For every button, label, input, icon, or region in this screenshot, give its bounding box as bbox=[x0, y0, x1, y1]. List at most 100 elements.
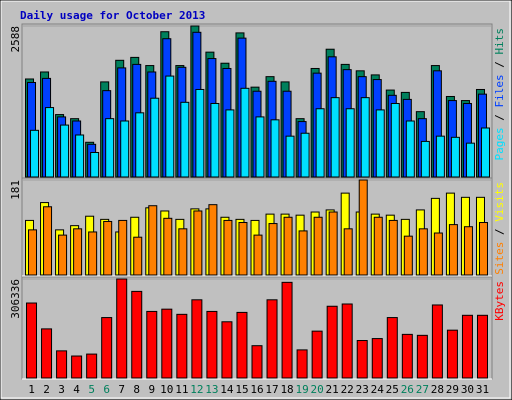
bar bbox=[90, 151, 100, 178]
legend: Sites / Visits bbox=[493, 182, 506, 275]
legend-entry: Sites bbox=[493, 242, 506, 275]
bar bbox=[161, 308, 173, 379]
bar bbox=[285, 135, 295, 178]
bar bbox=[116, 278, 128, 379]
x-tick-label: 2 bbox=[43, 383, 50, 396]
legend-entry: Files bbox=[493, 74, 506, 107]
bar bbox=[298, 230, 308, 276]
legend-entry: KBytes bbox=[493, 281, 506, 321]
bar bbox=[266, 299, 278, 379]
bar bbox=[300, 132, 310, 178]
bar bbox=[28, 229, 38, 276]
bar bbox=[210, 102, 220, 178]
bar bbox=[386, 317, 398, 379]
bar bbox=[375, 109, 385, 178]
bar bbox=[208, 204, 218, 276]
bar bbox=[26, 302, 38, 379]
bar bbox=[356, 340, 368, 379]
bar bbox=[135, 112, 145, 178]
bar bbox=[105, 118, 115, 178]
bar bbox=[133, 236, 143, 276]
bar bbox=[416, 334, 428, 379]
legend: KBytes bbox=[493, 281, 506, 321]
bar bbox=[86, 353, 98, 379]
x-tick-label: 31 bbox=[476, 383, 489, 396]
y-tick-label: 2588 bbox=[9, 26, 22, 53]
bar bbox=[341, 303, 353, 379]
bar bbox=[311, 330, 323, 379]
bar bbox=[163, 217, 173, 276]
bar bbox=[73, 228, 83, 276]
x-tick-label: 25 bbox=[386, 383, 399, 396]
x-tick-label: 29 bbox=[446, 383, 459, 396]
bar bbox=[56, 350, 68, 379]
x-tick-label: 16 bbox=[250, 383, 263, 396]
x-tick-label: 17 bbox=[265, 383, 278, 396]
bar bbox=[223, 219, 233, 276]
bar bbox=[296, 349, 308, 379]
bar bbox=[343, 228, 353, 276]
bar bbox=[371, 338, 383, 379]
bar bbox=[418, 228, 428, 276]
x-tick-label: 23 bbox=[356, 383, 369, 396]
legend-entry: Visits bbox=[493, 182, 506, 222]
bar bbox=[431, 304, 443, 379]
bar bbox=[390, 102, 400, 178]
bar bbox=[448, 224, 458, 276]
x-tick-label: 24 bbox=[371, 383, 385, 396]
bar bbox=[420, 140, 430, 178]
bar bbox=[58, 234, 68, 276]
bar bbox=[476, 314, 488, 379]
bar bbox=[221, 321, 233, 379]
bar bbox=[268, 223, 278, 276]
x-tick-label: 22 bbox=[341, 383, 354, 396]
bar bbox=[283, 216, 293, 276]
x-tick-label: 18 bbox=[280, 383, 293, 396]
bar bbox=[148, 205, 158, 276]
bar bbox=[313, 216, 323, 276]
legend-entry: Hits bbox=[493, 28, 506, 55]
bar bbox=[43, 206, 53, 276]
bar bbox=[446, 329, 458, 379]
legend-entry: Pages bbox=[493, 127, 506, 160]
bar bbox=[75, 134, 85, 178]
bar bbox=[191, 299, 203, 379]
bar bbox=[461, 314, 473, 379]
bar bbox=[463, 226, 473, 276]
bar bbox=[103, 220, 113, 276]
bar bbox=[465, 142, 475, 178]
x-tick-label: 15 bbox=[235, 383, 248, 396]
bar bbox=[330, 97, 340, 178]
bar bbox=[253, 234, 263, 276]
bar bbox=[131, 290, 143, 379]
bar bbox=[315, 108, 325, 178]
x-tick-label: 10 bbox=[160, 383, 173, 396]
x-tick-label: 4 bbox=[73, 383, 80, 396]
legend-separator: / bbox=[493, 55, 506, 75]
x-tick-label: 12 bbox=[190, 383, 203, 396]
bar bbox=[281, 281, 293, 379]
x-tick-label: 28 bbox=[431, 383, 444, 396]
chart-title: Daily usage for October 2013 bbox=[20, 9, 205, 22]
bar bbox=[195, 88, 205, 178]
bar bbox=[176, 313, 188, 379]
bar bbox=[405, 120, 415, 178]
y-tick-label: 306336 bbox=[9, 279, 22, 319]
bar bbox=[101, 317, 113, 379]
bar bbox=[193, 210, 203, 276]
bar bbox=[238, 222, 248, 276]
x-tick-label: 11 bbox=[175, 383, 188, 396]
bar bbox=[120, 120, 130, 178]
bar bbox=[401, 333, 413, 379]
bar bbox=[433, 232, 443, 276]
x-tick-label: 27 bbox=[416, 383, 429, 396]
bar bbox=[360, 97, 370, 178]
x-tick-label: 20 bbox=[311, 383, 324, 396]
x-tick-label: 5 bbox=[88, 383, 95, 396]
bar bbox=[373, 216, 383, 276]
bar bbox=[251, 345, 263, 379]
x-tick-label: 8 bbox=[133, 383, 140, 396]
bar bbox=[403, 235, 413, 276]
bar bbox=[240, 87, 250, 178]
